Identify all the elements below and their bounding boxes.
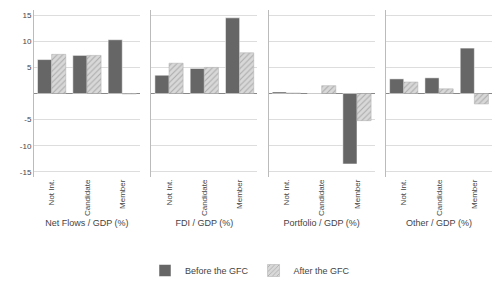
svg-text:Net Flows / GDP (%): Net Flows / GDP (%)	[45, 218, 128, 228]
svg-text:15: 15	[22, 11, 31, 20]
svg-text:Candidate: Candidate	[317, 179, 326, 216]
svg-text:Candidate: Candidate	[435, 179, 444, 216]
svg-text:Candidate: Candidate	[83, 179, 92, 216]
svg-text:Not Int.: Not Int.	[165, 180, 174, 206]
svg-text:After the GFC: After the GFC	[294, 266, 350, 276]
svg-text:Other / GDP (%): Other / GDP (%)	[406, 218, 472, 228]
svg-text:Member: Member	[235, 179, 244, 209]
svg-text:10: 10	[22, 37, 31, 46]
svg-text:Not Int.: Not Int.	[399, 180, 408, 206]
svg-text:Member: Member	[118, 179, 127, 209]
svg-text:-5: -5	[24, 115, 32, 124]
svg-text:-10: -10	[20, 141, 32, 150]
svg-text:5: 5	[27, 63, 32, 72]
svg-text:Before the GFC: Before the GFC	[185, 266, 249, 276]
svg-text:-15: -15	[20, 168, 32, 177]
svg-text:Candidate: Candidate	[200, 179, 209, 216]
svg-text:Member: Member	[353, 179, 362, 209]
svg-text:Not Int.: Not Int.	[47, 180, 56, 206]
svg-text:Member: Member	[470, 179, 479, 209]
svg-text:Portfolio / GDP (%): Portfolio / GDP (%)	[284, 218, 360, 228]
svg-text:FDI / GDP (%): FDI / GDP (%)	[175, 218, 233, 228]
svg-text:Not Int.: Not Int.	[282, 180, 291, 206]
